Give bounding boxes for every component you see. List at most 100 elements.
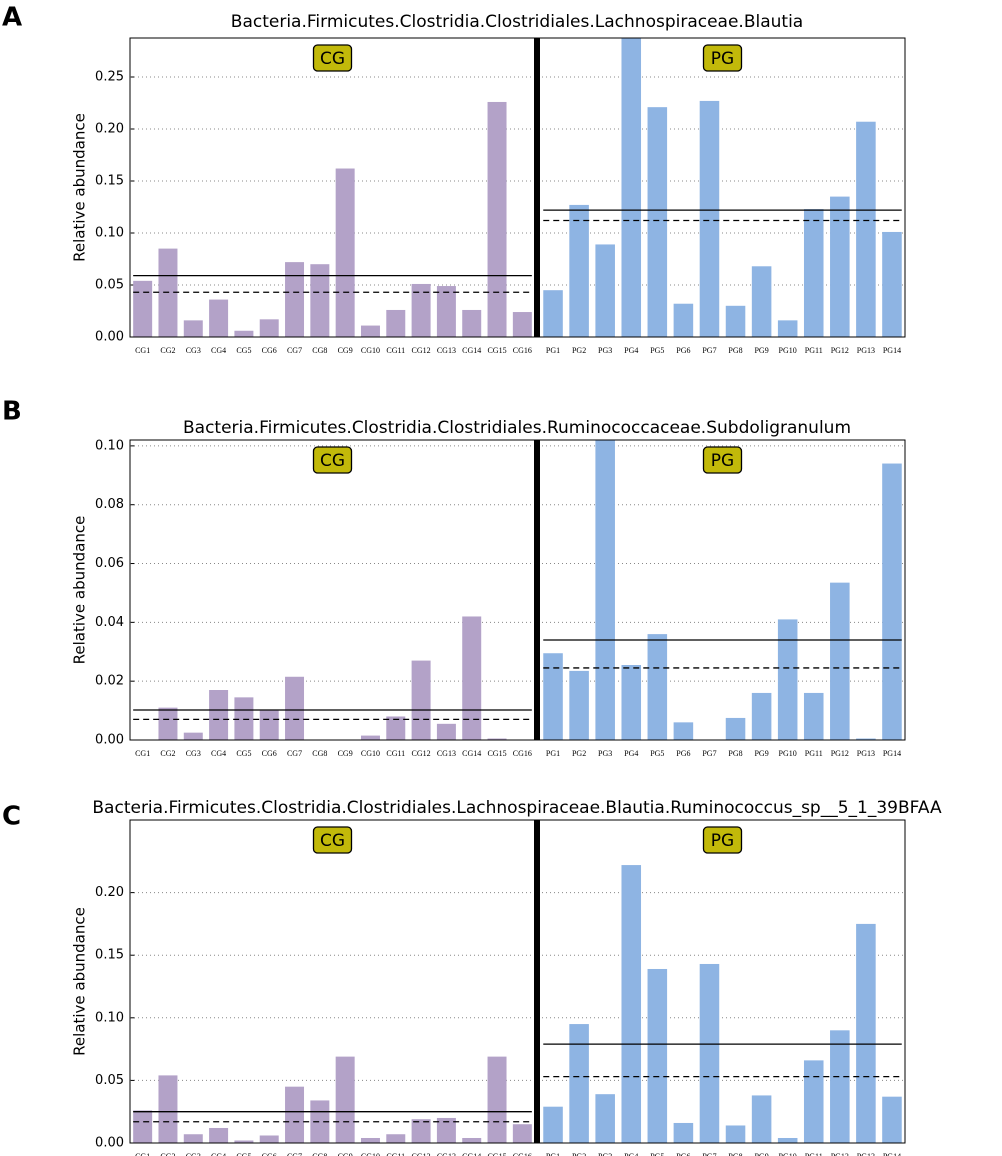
bar xyxy=(803,1060,824,1143)
bar xyxy=(647,107,668,337)
bar xyxy=(751,692,772,740)
x-tick-label: CG3 xyxy=(186,1152,201,1156)
bar xyxy=(411,660,431,740)
bar xyxy=(856,121,876,337)
x-tick-label: CG1 xyxy=(135,1152,150,1156)
bar xyxy=(259,710,279,740)
x-tick-label: PG13 xyxy=(857,1152,875,1156)
y-axis-label: Relative abundance xyxy=(71,516,89,665)
y-tick-label: 0.02 xyxy=(95,674,124,689)
bar xyxy=(411,283,431,337)
x-tick-label: CG1 xyxy=(135,346,150,355)
group-badge xyxy=(312,826,353,854)
x-tick-label: PG9 xyxy=(754,1152,768,1156)
x-tick-label: CG6 xyxy=(262,346,277,355)
x-tick-label: PG9 xyxy=(754,346,768,355)
x-tick-label: CG11 xyxy=(386,346,405,355)
y-tick-label: 0.20 xyxy=(95,122,124,137)
x-tick-label: CG1 xyxy=(135,749,150,758)
chart-title: Bacteria.Firmicutes.Clostridia.Clostridi… xyxy=(92,798,942,818)
bar xyxy=(183,1134,203,1143)
x-tick-label: CG9 xyxy=(338,346,353,355)
bar xyxy=(647,968,668,1143)
y-tick-label: 0.05 xyxy=(95,1073,124,1088)
bar xyxy=(882,1096,902,1143)
x-tick-label: PG2 xyxy=(572,1152,586,1156)
group-badge xyxy=(312,446,353,474)
x-tick-label: CG13 xyxy=(437,749,456,758)
x-tick-label: CG14 xyxy=(462,346,481,355)
x-tick-label: PG2 xyxy=(572,346,586,355)
bar xyxy=(209,299,229,337)
bar xyxy=(133,1110,153,1143)
x-tick-label: PG13 xyxy=(857,749,875,758)
bar xyxy=(621,665,642,740)
panel: A Bacteria.Firmicutes.Clostridia.Clostrid… xyxy=(2,3,906,355)
bar xyxy=(183,320,203,337)
y-tick-label: 0.10 xyxy=(95,438,124,453)
bar xyxy=(777,320,798,337)
x-tick-label: CG12 xyxy=(412,346,431,355)
panel: B Bacteria.Firmicutes.Clostridia.Clostrid… xyxy=(2,397,906,758)
bar xyxy=(386,716,406,740)
x-tick-label: CG7 xyxy=(287,749,302,758)
y-tick-label: 0.20 xyxy=(95,885,124,900)
x-tick-label: CG15 xyxy=(487,346,506,355)
y-tick-label: 0.10 xyxy=(95,226,124,241)
bar xyxy=(133,280,153,337)
bar xyxy=(830,582,850,740)
plot-frame xyxy=(129,819,906,1144)
x-tick-label: CG9 xyxy=(338,1152,353,1156)
group-badge xyxy=(702,826,743,854)
x-tick-label: PG12 xyxy=(831,749,849,758)
bar xyxy=(386,1134,406,1143)
x-tick-label: PG10 xyxy=(779,749,797,758)
x-tick-label: PG10 xyxy=(779,346,797,355)
panel-label: A xyxy=(2,3,22,33)
x-tick-label: PG4 xyxy=(624,346,638,355)
bar xyxy=(285,1086,305,1143)
x-tick-label: CG6 xyxy=(262,749,277,758)
bar xyxy=(512,1124,532,1143)
group-name: PG xyxy=(711,451,734,471)
bar xyxy=(830,196,850,337)
bar xyxy=(487,738,507,740)
x-tick-label: PG6 xyxy=(676,346,690,355)
bar xyxy=(512,312,532,337)
bar xyxy=(259,319,279,337)
bar xyxy=(595,1094,615,1143)
y-axis-label: Relative abundance xyxy=(71,113,89,262)
plot-frame xyxy=(129,37,906,338)
x-tick-label: CG11 xyxy=(386,749,405,758)
x-tick-label: CG9 xyxy=(338,749,353,758)
x-tick-label: PG5 xyxy=(650,749,664,758)
x-tick-label: CG14 xyxy=(462,749,481,758)
bar xyxy=(882,231,902,337)
bar xyxy=(543,290,563,337)
x-tick-label: PG2 xyxy=(572,749,586,758)
x-tick-label: CG5 xyxy=(236,1152,251,1156)
y-tick-label: 0.08 xyxy=(95,497,124,512)
bar xyxy=(725,1125,746,1143)
x-tick-label: PG11 xyxy=(805,749,823,758)
y-tick-label: 0.10 xyxy=(95,1010,124,1025)
x-tick-label: PG4 xyxy=(624,749,638,758)
x-tick-label: CG6 xyxy=(262,1152,277,1156)
x-tick-label: CG12 xyxy=(412,1152,431,1156)
bar xyxy=(310,264,330,337)
bar xyxy=(209,690,229,740)
x-tick-label: CG16 xyxy=(513,346,532,355)
y-tick-label: 0.06 xyxy=(95,556,124,571)
x-tick-label: CG5 xyxy=(236,346,251,355)
bar xyxy=(856,923,876,1143)
bar xyxy=(777,1137,798,1143)
bar xyxy=(882,463,902,740)
bar-group xyxy=(158,616,507,740)
x-tick-label: CG16 xyxy=(513,749,532,758)
x-tick-label: CG4 xyxy=(211,346,226,355)
bar xyxy=(158,1075,178,1143)
x-tick-label: CG7 xyxy=(287,1152,302,1156)
bar xyxy=(803,692,824,740)
bar-group xyxy=(543,865,902,1143)
bar xyxy=(543,653,563,740)
